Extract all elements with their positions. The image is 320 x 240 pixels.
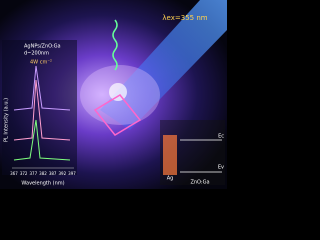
wave (112, 19, 118, 71)
x-tick-label: 397 (68, 171, 76, 176)
x-tick-label: 382 (39, 171, 47, 176)
sample-label: AgNPs/ZnO:Ga (24, 44, 61, 50)
spectrum (13, 79, 71, 141)
y-label: PL Intensity (a.u.) (4, 98, 10, 142)
x-tick-label: 387 (49, 171, 57, 176)
spectrum (13, 65, 71, 111)
nanoparticle (109, 83, 127, 101)
power-label: 4W cm⁻² (30, 60, 52, 66)
x-tick-label: 372 (20, 171, 28, 176)
x-tick-label: 392 (59, 171, 67, 176)
spectrum (13, 119, 71, 161)
ev-label: Ev (218, 165, 224, 171)
material-label: ZnO:Ga (190, 180, 209, 186)
diameter-label: d~200nm (24, 51, 49, 57)
x-ticks: 367 372 377 382 387 392 397 (10, 171, 76, 176)
x-tick-label: 367 (10, 171, 18, 176)
crystal (93, 94, 142, 136)
graphic: λex=355 nm AgNPs/ZnO:Ga d~200nm 4W cm⁻² … (0, 0, 227, 189)
excitation-label: λex=355 nm (162, 14, 207, 22)
ec-label: Ec (218, 134, 224, 140)
x-tick-label: 377 (30, 171, 38, 176)
ag-label: Ag (167, 176, 174, 182)
laser-beam (100, 0, 227, 130)
page: {"excitation": "λex=355 nm", "inset": {"… (0, 0, 227, 189)
ag-metal (163, 135, 177, 175)
x-label: Wavelength (nm) (21, 181, 64, 187)
